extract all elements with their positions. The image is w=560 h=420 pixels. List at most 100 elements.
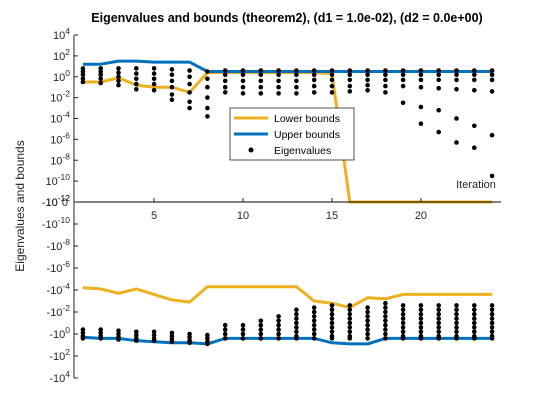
eigenvalue-point [311, 331, 317, 337]
eigenvalue-point [472, 336, 477, 341]
eigenvalue-point [276, 322, 281, 328]
eigenvalue-point [454, 68, 459, 73]
eigenvalue-point [134, 71, 139, 76]
eigenvalue-point [240, 327, 246, 332]
eigenvalue-point [134, 338, 139, 343]
eigenvalue-point [489, 72, 495, 77]
eigenvalue-point [418, 84, 424, 90]
eigenvalue-point [222, 90, 228, 95]
eigenvalue-point [276, 314, 281, 319]
eigenvalue-point [80, 72, 86, 77]
eigenvalue-point [365, 318, 370, 324]
eigenvalue-point [400, 307, 406, 313]
lower-bounds-line-negative [82, 285, 493, 310]
eigenvalue-point [454, 116, 459, 121]
eigenvalue-point [205, 332, 210, 338]
eigenvalue-point [276, 78, 281, 84]
eigenvalue-point [454, 72, 459, 77]
eigenvalue-point [365, 331, 370, 337]
eigenvalue-point [258, 78, 264, 84]
eigenvalue-point [347, 83, 353, 89]
eigenvalue-point [311, 68, 317, 73]
eigenvalue-point [80, 336, 86, 341]
eigenvalue-point [329, 90, 335, 95]
eigenvalue-point [98, 76, 103, 82]
eigenvalue-point [436, 316, 442, 321]
eigenvalue-point [365, 77, 370, 83]
eigenvalue-point [365, 88, 370, 93]
eigenvalue-point [489, 68, 495, 73]
eigenvalue-point [489, 303, 495, 308]
eigenvalue-point [400, 100, 406, 106]
eigenvalue-point [294, 325, 299, 330]
eigenvalue-point [169, 92, 175, 97]
eigenvalue-point [347, 320, 353, 326]
eigenvalue-point [258, 318, 264, 324]
eigenvalue-point [205, 336, 210, 341]
eigenvalue-point [311, 72, 317, 77]
y-tick-label: -104 [49, 369, 70, 385]
eigenvalue-point [222, 72, 228, 77]
eigenvalue-point [400, 316, 406, 321]
eigenvalue-point [436, 329, 442, 335]
legend-label: Eigenvalues [274, 145, 331, 157]
eigenvalue-point [169, 333, 175, 339]
eigenvalue-point [472, 311, 477, 317]
eigenvalue-point [187, 68, 192, 73]
eigenvalue-point [383, 327, 388, 332]
eigenvalue-point [116, 82, 121, 88]
eigenvalue-point [329, 325, 335, 330]
axes: 10410210010-210-410-610-810-1010-120-10-… [42, 26, 501, 385]
y-tick-label: 10-8 [50, 151, 70, 167]
eigenvalue-point [311, 305, 317, 310]
eigenvalue-point [98, 72, 103, 77]
eigenvalue-point [276, 68, 281, 73]
eigenvalue-point [489, 89, 495, 94]
y-tick-label: -10-2 [47, 303, 71, 319]
eigenvalue-point [240, 336, 246, 341]
eigenvalue-point [294, 307, 299, 313]
eigenvalue-point [205, 341, 210, 347]
eigenvalue-point [472, 320, 477, 326]
eigenvalue-point [116, 328, 121, 334]
eigenvalue-point [347, 72, 353, 77]
eigenvalue-point [311, 322, 317, 328]
y-tick-label: -102 [49, 347, 70, 363]
eigenvalue-point [436, 85, 442, 91]
eigenvalue-point [329, 329, 335, 335]
eigenvalue-point [418, 303, 424, 308]
eigenvalue-point [205, 105, 210, 111]
eigenvalue-point [383, 314, 388, 319]
eigenvalue-point [489, 336, 495, 341]
eigenvalue-point [222, 68, 228, 73]
eigenvalue-point [151, 338, 157, 343]
eigenvalue-point [400, 77, 406, 83]
eigenvalue-point [489, 311, 495, 317]
eigenvalue-point [258, 331, 264, 337]
eigenvalue-point [329, 68, 335, 73]
eigenvalue-point [169, 97, 175, 102]
eigenvalue-point [134, 76, 139, 82]
eigenvalue-point [116, 74, 121, 80]
eigenvalue-point [151, 66, 157, 71]
eigenvalue-point [311, 309, 317, 315]
eigenvalue-point [454, 316, 459, 321]
y-tick-label: -10-6 [47, 259, 71, 275]
plot-area [74, 35, 501, 378]
eigenvalue-point [276, 331, 281, 337]
eigenvalue-point [222, 331, 228, 337]
eigenvalue-point [134, 66, 139, 71]
eigenvalue-point [329, 72, 335, 77]
legend-label: Upper bounds [274, 129, 340, 141]
eigenvalue-point [258, 72, 264, 77]
eigenvalue-point [169, 67, 175, 72]
eigenvalue-point [329, 320, 335, 326]
eigenvalue-point [383, 309, 388, 315]
eigenvalue-point [187, 90, 192, 95]
x-tick-label: 20 [415, 210, 427, 222]
eigenvalue-point [436, 68, 442, 73]
eigenvalue-point [365, 314, 370, 319]
eigenvalue-point [365, 82, 370, 88]
upper-bounds-line-positive [82, 59, 493, 73]
eigenvalue-point [489, 329, 495, 335]
